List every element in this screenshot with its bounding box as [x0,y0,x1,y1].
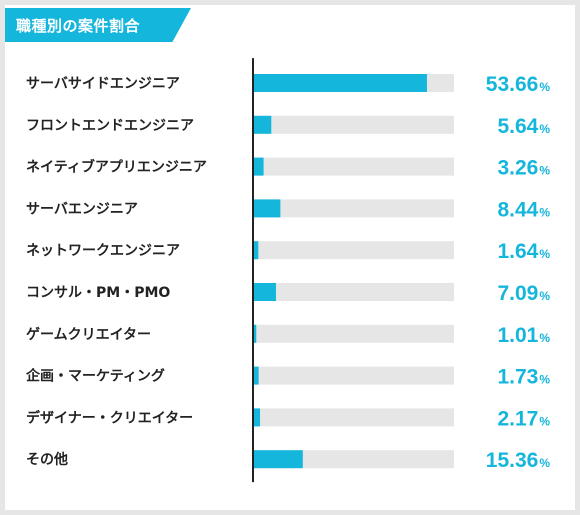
category-label: サーバサイドエンジニア [26,76,180,92]
chart-title: 職種別の案件割合 [16,17,141,35]
bar-track [253,450,454,469]
bar-track [253,283,454,301]
bar-track [253,408,454,427]
bar-track [253,324,454,343]
value-label: 1.73% [497,366,550,389]
category-label: コンサル・PM・PMO [26,285,170,301]
value-label: 53.66% [486,73,551,96]
value-label: 1.64% [497,240,550,263]
value-label: 1.01% [497,324,550,347]
bar [253,324,257,343]
bar-track [253,366,454,385]
bar [253,115,272,134]
value-label: 15.36% [486,449,551,472]
category-label: フロントエンドエンジニア [26,118,194,134]
value-label: 3.26% [497,157,550,180]
category-label: 企画・マーケティング [25,368,165,385]
title-tab [5,8,191,42]
bar [253,74,427,92]
bar [253,199,281,218]
category-label: ネットワークエンジニア [26,243,180,259]
bar [253,366,259,385]
bar [253,450,303,469]
category-label: ゲームクリエイター [26,326,151,343]
category-label: サーバエンジニア [26,201,138,217]
bar [253,241,259,260]
category-label: デザイナー・クリエイター [26,409,193,426]
bar [253,408,261,427]
value-label: 7.09% [497,282,550,305]
bar-track [253,157,454,176]
value-label: 8.44% [497,198,550,221]
bar-track [253,115,454,134]
category-label: その他 [26,451,68,468]
category-label: ネイティブアプリエンジニア [26,159,207,176]
value-label: 5.64% [497,115,550,138]
bar-track [253,241,454,260]
bar [253,283,276,301]
value-label: 2.17% [497,407,550,430]
bar-track [253,199,454,218]
bar [253,157,264,176]
